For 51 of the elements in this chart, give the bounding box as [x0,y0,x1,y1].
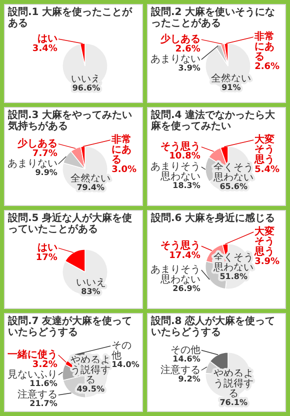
data-label: 3.9% [254,256,280,267]
data-label: 9.9% [35,168,58,178]
slice-label: 非常にある [254,30,275,63]
data-label: 14.6% [172,354,200,364]
data-label: 14.0% [112,360,140,370]
slice-label: 注意する [160,364,200,376]
slice-label: はい [37,34,58,45]
data-label: 9.2% [178,374,200,384]
chart-title: 設問.8 恋人が大麻を使っていたらどうする [150,314,276,339]
chart-title: 設問.3 大麻をやってみたい気持ちがある [6,108,134,133]
data-label: 17% [36,252,58,263]
slice-label: 非常にある [110,134,132,166]
data-label: 91% [222,82,241,92]
data-label: 83% [81,287,100,296]
data-label: 5.4% [254,164,280,175]
data-label: 3.9% [178,64,200,73]
data-label: 3.2% [32,360,58,370]
chart-title: 設問.6 大麻を身近に感じる [150,211,276,225]
slice-label: そう思う [160,240,200,252]
data-label: 76.1% [220,398,248,407]
slice-label: 少しある [159,33,200,46]
data-label: 3.4% [32,44,58,54]
slice-label: 一緒に使う [7,348,58,361]
slice-label: そう思う [160,140,200,152]
data-label: 49.5% [76,384,104,394]
data-label: 7.7% [32,148,58,159]
slice-label: その他 [170,344,200,356]
data-label: 51.8% [220,272,248,282]
data-label: 21.7% [30,399,58,408]
data-label: 18.3% [172,180,200,190]
data-label: 3.0% [112,164,137,175]
chart-title: 設問.1 大麻を使ったことがある [6,5,134,30]
chart-title: 設問.2 大麻を使いそうになったことがある [150,5,276,30]
data-label: 11.6% [30,379,58,388]
chart-title: 設問.4 違法でなかったら大麻を使ってみたい [150,108,276,133]
slice-label: 少しある [16,138,58,150]
slice-label: はい [37,242,58,254]
data-label: 65.6% [220,182,248,192]
data-label: 96.6% [72,84,100,93]
chart-title: 設問.7 友達が大麻を使っていたらどうする [6,314,134,339]
data-label: 17.4% [169,250,200,261]
data-label: 2.6% [254,62,280,72]
data-label: 79.4% [76,183,104,192]
slice-label: あまりない [7,158,58,170]
slice-label: 見ないふり [7,370,58,381]
data-label: 26.9% [172,284,200,294]
slice-label: 注意する [17,388,58,401]
data-label: 2.6% [175,44,200,54]
data-label: 10.8% [169,152,200,162]
chart-title: 設問.5 身近な人が大麻を使っていたことがある [6,211,134,236]
slice-label: あまりない [150,54,200,66]
